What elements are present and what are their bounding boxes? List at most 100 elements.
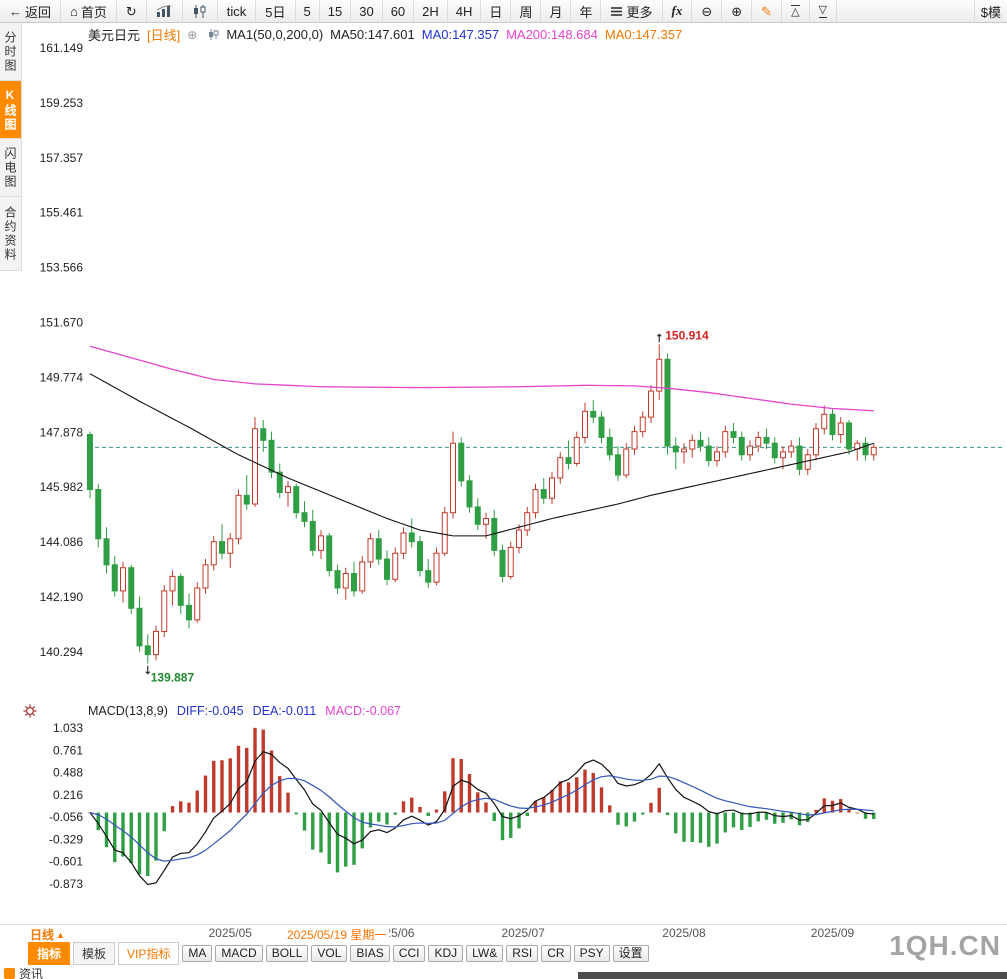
bar-chart-icon — [156, 4, 171, 17]
x-axis[interactable]: 2025/05 2025/06 2025/07 2025/08 2025/09 2025/… — [0, 926, 1007, 943]
period-month-button[interactable]: 月 — [541, 0, 572, 22]
indicator-macd-button[interactable]: MACD — [215, 944, 263, 962]
five-day-button[interactable]: 5日 — [256, 0, 296, 22]
svg-text:-0.601: -0.601 — [49, 855, 83, 869]
ma-legend-icon — [209, 29, 219, 40]
add-to-watchlist-icon[interactable]: ⊕ — [187, 27, 198, 42]
back-label: 返回 — [25, 4, 52, 20]
mark-up-button[interactable]: △ — [782, 0, 810, 22]
macd-panel-header: MACD(13,8,9) DIFF:-0.045 DEA:-0.011 MACD… — [88, 704, 401, 718]
price-axis-labels: 161.149 159.253 157.357 155.461 153.566 151.6… — [40, 41, 84, 659]
period-30-button[interactable]: 30 — [351, 0, 383, 22]
candle-chart-button[interactable] — [183, 0, 218, 22]
indicator-cci-button[interactable]: CCI — [392, 944, 426, 962]
indicator-boll-button[interactable]: BOLL — [265, 944, 309, 962]
draw-button[interactable]: ✎ — [752, 0, 783, 22]
macd-chart[interactable]: 1.033 0.761 0.488 0.216 -0.056 -0.329 -0.601 -0… — [0, 716, 1007, 926]
more-button[interactable]: 更多 — [601, 0, 663, 22]
formula-button[interactable]: fx — [663, 0, 693, 22]
diff-value: DIFF:-0.045 — [176, 704, 244, 718]
svg-text:-0.056: -0.056 — [49, 810, 83, 824]
candles — [87, 344, 877, 664]
diff-line — [89, 750, 874, 886]
indicator-rsi-button[interactable]: RSI — [506, 944, 539, 962]
macd-value: MACD:-0.067 — [325, 704, 402, 718]
period-year-button[interactable]: 年 — [571, 0, 602, 22]
indicator-lwr-button[interactable]: LW& — [466, 944, 504, 962]
bar-chart-button[interactable] — [147, 0, 183, 22]
period-week-button[interactable]: 周 — [511, 0, 542, 22]
period-day-button[interactable]: 日 — [481, 0, 512, 22]
zoom-in-icon: ⊕ — [731, 3, 743, 19]
tab-templates[interactable]: 模板 — [73, 941, 116, 965]
refresh-button[interactable]: ↻ — [117, 0, 147, 22]
period-5-button[interactable]: 5 — [296, 0, 320, 22]
home-label: 首页 — [80, 4, 107, 20]
selected-date-label: 2025/05/19 星期一 — [283, 926, 390, 943]
sidebar-item-lightning-chart[interactable]: 闪电图 — [0, 139, 22, 197]
settings-button[interactable]: 设置 — [612, 944, 649, 962]
macd-histogram — [88, 727, 876, 877]
period-4h-button[interactable]: 4H — [448, 0, 482, 22]
sidebar-item-kline-chart[interactable]: K线图 — [0, 81, 22, 139]
tab-indicators[interactable]: 指标 — [28, 941, 71, 965]
macd-params-label: MACD(13,8,9) — [88, 704, 168, 718]
triangle-down-line-icon: ▽ — [818, 3, 827, 18]
back-button[interactable]: ← 返回 — [0, 0, 62, 22]
bottom-dark-strip — [578, 972, 1007, 979]
zoom-out-button[interactable]: ⊖ — [692, 0, 723, 22]
price-chart[interactable]: 161.149 159.253 157.357 155.461 153.566 151.6… — [0, 40, 1007, 702]
tab-vip-indicators[interactable]: VIP指标 — [118, 941, 180, 965]
ma200-value: MA200:148.684 — [506, 27, 598, 42]
sidebar-item-time-chart[interactable]: 分时图 — [0, 23, 22, 81]
price-annotations: 150.914 139.887 — [145, 328, 709, 685]
period-tag: [日线] — [147, 28, 181, 43]
ma0-value-blue: MA0:147.357 — [421, 27, 500, 42]
left-sidebar: 分时图 K线图 闪电图 合约资料 — [0, 23, 22, 271]
macd-axis-labels: 1.033 0.761 0.488 0.216 -0.056 -0.329 -0.601 -0… — [49, 721, 83, 891]
ma50-value: MA50:147.601 — [330, 27, 415, 42]
svg-text:140.294: 140.294 — [40, 645, 84, 659]
current-period-label[interactable]: 日线 ▲ — [30, 926, 65, 943]
x-axis-label: 2025/07 — [501, 926, 545, 940]
ma200-line — [89, 345, 874, 412]
zoom-in-button[interactable]: ⊕ — [722, 0, 753, 22]
indicator-psy-button[interactable]: PSY — [573, 944, 610, 962]
svg-text:151.670: 151.670 — [40, 315, 84, 329]
svg-text:0.216: 0.216 — [53, 788, 83, 802]
svg-text:144.086: 144.086 — [40, 535, 84, 549]
x-axis-label: 2025/09 — [810, 926, 855, 940]
indicator-settings-icon[interactable] — [23, 704, 37, 718]
svg-text:153.566: 153.566 — [40, 261, 84, 275]
tick-button[interactable]: tick — [218, 0, 257, 22]
news-item[interactable]: 资讯 — [4, 965, 43, 979]
indicator-vol-button[interactable]: VOL — [311, 944, 348, 962]
triangle-up-line-icon: △ — [791, 4, 800, 18]
svg-text:145.982: 145.982 — [40, 480, 84, 494]
back-arrow-icon: ← — [9, 3, 22, 19]
indicator-ma-button[interactable]: MA — [182, 944, 213, 962]
svg-text:157.357: 157.357 — [40, 151, 84, 165]
svg-text:147.878: 147.878 — [40, 425, 84, 439]
mode-button[interactable]: $模 — [973, 0, 1007, 22]
home-button[interactable]: ⌂ 首页 — [61, 0, 117, 22]
indicator-bias-button[interactable]: BIAS — [350, 944, 390, 962]
zoom-out-icon: ⊖ — [701, 3, 713, 19]
triangle-up-icon: ▲ — [56, 929, 65, 940]
sidebar-item-contract-info[interactable]: 合约资料 — [0, 197, 22, 271]
period-60-button[interactable]: 60 — [383, 0, 415, 22]
bottom-toolbar: 指标 模板 VIP指标 MA MACD BOLL VOL BIAS CCI KD… — [0, 941, 1007, 965]
period-15-button[interactable]: 15 — [320, 0, 352, 22]
mark-down-button[interactable]: ▽ — [810, 0, 837, 22]
home-icon: ⌂ — [70, 3, 78, 19]
current-period-text: 日线 — [30, 928, 55, 942]
svg-text:0.761: 0.761 — [53, 743, 83, 757]
period-2h-button[interactable]: 2H — [414, 0, 448, 22]
svg-text:159.253: 159.253 — [40, 96, 84, 110]
watermark: 1QH.CN — [889, 930, 1001, 961]
indicator-cr-button[interactable]: CR — [541, 944, 571, 962]
indicator-kdj-button[interactable]: KDJ — [428, 944, 464, 962]
ma50-line — [89, 373, 874, 537]
ma-params-label: MA1(50,0,200,0) — [226, 27, 324, 42]
